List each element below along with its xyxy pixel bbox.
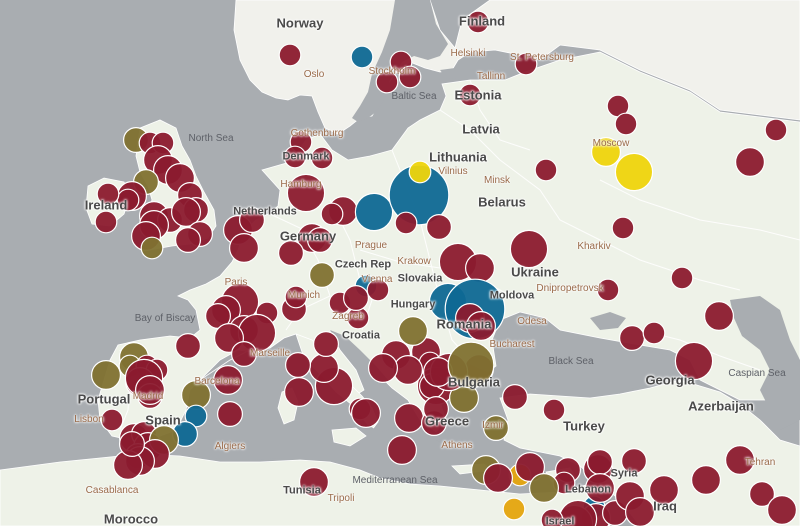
map-marker-red[interactable] (542, 398, 566, 422)
map-marker-red[interactable] (394, 403, 425, 434)
map-marker-olive[interactable] (140, 236, 164, 260)
map-marker-olive[interactable] (528, 473, 559, 504)
map-marker-red[interactable] (175, 333, 202, 360)
map-marker-red[interactable] (423, 396, 450, 423)
map-marker-red[interactable] (343, 285, 370, 312)
map-marker-red[interactable] (748, 481, 775, 508)
water-caspian (730, 296, 800, 430)
map-marker-red[interactable] (509, 229, 549, 269)
map-marker-red[interactable] (540, 508, 564, 526)
map-marker-red[interactable] (229, 233, 260, 264)
land-sicily (331, 427, 367, 447)
land-turkey (499, 379, 800, 526)
map-marker-red[interactable] (394, 211, 418, 235)
map-marker-red[interactable] (299, 467, 330, 498)
map-marker-red[interactable] (648, 475, 679, 506)
map-marker-blue[interactable] (354, 192, 394, 232)
map-marker-red[interactable] (398, 65, 422, 89)
map-marker-red[interactable] (465, 253, 496, 284)
map-marker-blue[interactable] (184, 404, 208, 428)
map-marker-red[interactable] (614, 112, 638, 136)
map-marker-red[interactable] (278, 240, 305, 267)
map-marker-red[interactable] (313, 331, 340, 358)
map-marker-red[interactable] (309, 353, 340, 384)
map-marker-red[interactable] (310, 146, 334, 170)
map-marker-red[interactable] (368, 353, 399, 384)
map-marker-red[interactable] (284, 377, 315, 408)
map-marker-yellow[interactable] (590, 137, 621, 168)
water-black-sea (500, 320, 672, 396)
map-marker-red[interactable] (239, 207, 266, 234)
map-marker-red[interactable] (642, 321, 666, 345)
map-marker-olive[interactable] (447, 341, 495, 389)
map-marker-red[interactable] (766, 495, 797, 526)
map-marker-red[interactable] (764, 118, 788, 142)
map-marker-red[interactable] (502, 384, 529, 411)
map-marker-red[interactable] (100, 408, 124, 432)
map-marker-red[interactable] (458, 83, 482, 107)
map-marker-red[interactable] (703, 301, 734, 332)
map-marker-red[interactable] (366, 278, 390, 302)
map-marker-orange[interactable] (502, 497, 526, 521)
map-marker-olive[interactable] (90, 360, 121, 391)
border-line (599, 179, 800, 241)
map-marker-red[interactable] (586, 449, 613, 476)
map-marker-red[interactable] (690, 465, 721, 496)
map-marker-red[interactable] (284, 285, 308, 309)
map-marker-red[interactable] (118, 431, 145, 458)
map-marker-red[interactable] (514, 452, 545, 483)
map-marker-red[interactable] (231, 341, 258, 368)
map-marker-red[interactable] (393, 355, 424, 386)
map-marker-red[interactable] (670, 266, 694, 290)
map-marker-olive[interactable] (483, 415, 510, 442)
map-marker-red[interactable] (734, 147, 765, 178)
map-marker-red[interactable] (514, 52, 538, 76)
map-marker-red[interactable] (320, 202, 344, 226)
map-marker-red[interactable] (307, 227, 334, 254)
map-marker-red[interactable] (466, 311, 497, 342)
map-marker-red[interactable] (96, 182, 120, 206)
map-marker-yellow[interactable] (614, 152, 654, 192)
map-marker-red[interactable] (618, 325, 645, 352)
map-marker-red[interactable] (278, 43, 302, 67)
map-marker-red[interactable] (483, 463, 514, 494)
water-gulf-finland (440, 64, 522, 80)
map-marker-red[interactable] (285, 352, 312, 379)
map-marker-red[interactable] (724, 445, 755, 476)
markers-layer (90, 10, 797, 526)
map-marker-red[interactable] (94, 210, 118, 234)
map-marker-red[interactable] (625, 497, 655, 526)
map-marker-red[interactable] (611, 216, 635, 240)
map-marker-red[interactable] (375, 70, 399, 94)
map-marker-red[interactable] (286, 173, 326, 213)
map-marker-red[interactable] (213, 365, 244, 396)
map-marker-red[interactable] (534, 158, 558, 182)
map-marker-red[interactable] (584, 473, 615, 504)
map-marker-red[interactable] (116, 188, 140, 212)
map-marker-red[interactable] (387, 435, 418, 466)
map-marker-red[interactable] (351, 398, 382, 429)
map-marker-red[interactable] (674, 341, 714, 381)
map-marker-red[interactable] (135, 375, 166, 406)
map-marker-yellow[interactable] (408, 160, 432, 184)
map-marker-olive[interactable] (398, 316, 429, 347)
map-marker-blue[interactable] (350, 45, 374, 69)
water-azov (590, 312, 626, 330)
map-marker-red[interactable] (283, 145, 307, 169)
map-marker-olive[interactable] (309, 262, 336, 289)
map-marker-red[interactable] (175, 227, 202, 254)
map-marker-red[interactable] (171, 197, 202, 228)
map-marker-red[interactable] (466, 10, 490, 34)
map-marker-red[interactable] (426, 214, 453, 241)
map-marker-red[interactable] (620, 448, 647, 475)
map-marker-red[interactable] (217, 401, 244, 428)
map-marker-red[interactable] (596, 278, 620, 302)
